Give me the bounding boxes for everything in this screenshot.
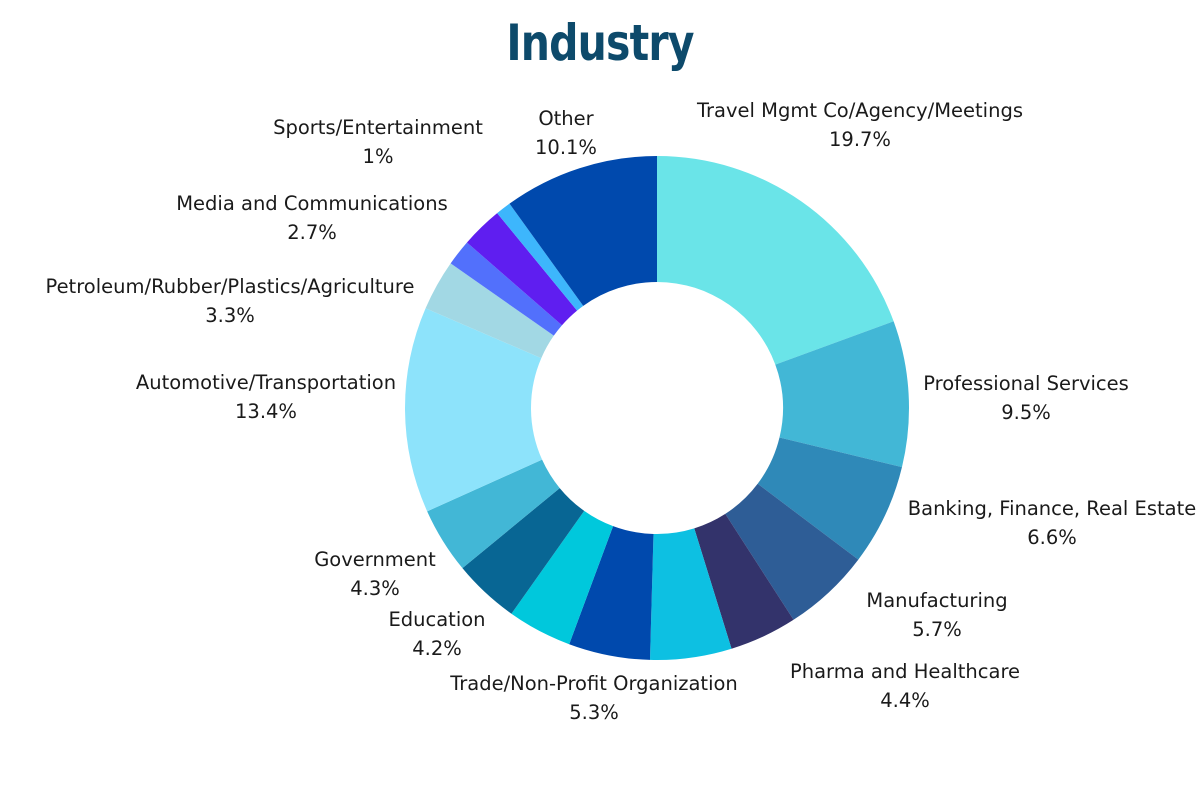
slice-petroleum-rubber-plastics-agriculture (425, 263, 554, 359)
slice-label: Pharma and Healthcare (790, 660, 1020, 683)
slice-label: Government (314, 548, 436, 571)
slice-label: Travel Mgmt Co/Agency/Meetings (696, 99, 1023, 122)
slice-unlabeled-9 (427, 459, 560, 569)
slice-label-group: Petroleum/Rubber/Plastics/Agriculture 3.3… (46, 275, 415, 327)
slice-label-group: Banking, Finance, Real Estate 6.6% (908, 497, 1196, 549)
slice-label: Manufacturing (866, 589, 1007, 612)
chart-title: Industry (506, 14, 694, 72)
slice-label: Automotive/Transportation (136, 371, 396, 394)
slice-label: Banking, Finance, Real Estate (908, 497, 1196, 520)
slice-unlabeled-6 (569, 526, 654, 660)
slice-label-group: Sports/Entertainment 1% (273, 116, 483, 168)
slice-other (509, 156, 657, 306)
slice-sports-entertainment (497, 203, 584, 311)
slice-percent-label: 19.7% (829, 128, 891, 151)
slice-government (462, 488, 585, 614)
slice-label: Sports/Entertainment (273, 116, 483, 139)
slice-label-group: Travel Mgmt Co/Agency/Meetings 19.7% (696, 99, 1023, 151)
slice-percent-label: 4.2% (412, 637, 462, 660)
slice-label: Other (538, 107, 594, 130)
slice-label: Petroleum/Rubber/Plastics/Agriculture (46, 275, 415, 298)
slice-professional-services (775, 321, 910, 468)
slice-percent-label: 1% (363, 145, 394, 168)
slice-banking-finance-real-estate (757, 437, 902, 560)
slice-label-group: Pharma and Healthcare 4.4% (790, 660, 1020, 712)
slice-label: Media and Communications (176, 192, 448, 215)
slice-label: Professional Services (923, 372, 1129, 395)
slice-label-group: Government 4.3% (314, 548, 436, 600)
slice-label-group: Trade/Non-Profit Organization 5.3% (449, 672, 738, 724)
slice-label-group: Professional Services 9.5% (923, 372, 1129, 424)
slice-label-group: Other 10.1% (535, 107, 597, 159)
slice-label-group: Manufacturing 5.7% (866, 589, 1007, 641)
slice-pharma-and-healthcare (694, 513, 794, 649)
slice-percent-label: 6.6% (1027, 526, 1077, 549)
slice-percent-label: 9.5% (1001, 401, 1051, 424)
slice-percent-label: 5.7% (912, 618, 962, 641)
slice-percent-label: 4.3% (350, 577, 400, 600)
slice-label-group: Media and Communications 2.7% (176, 192, 448, 244)
slice-percent-label: 10.1% (535, 136, 597, 159)
slice-unlabeled-12 (450, 242, 562, 336)
slice-percent-label: 13.4% (235, 400, 297, 423)
slice-label-group: Automotive/Transportation 13.4% (136, 371, 396, 423)
slice-media-and-communications (466, 213, 578, 326)
slice-manufacturing (725, 483, 859, 620)
slice-automotive-transportation (405, 308, 543, 512)
slice-label: Trade/Non-Profit Organization (449, 672, 738, 695)
slice-percent-label: 5.3% (569, 701, 619, 724)
slice-label-group: Education 4.2% (388, 608, 485, 660)
slice-education (511, 510, 614, 645)
slice-percent-label: 3.3% (205, 304, 255, 327)
slice-label: Education (388, 608, 485, 631)
slice-percent-label: 4.4% (880, 689, 930, 712)
slice-trade-non-profit-organization (649, 528, 732, 660)
slice-travel-mgmt-co-agency-meetings (657, 156, 894, 365)
slice-percent-label: 2.7% (287, 221, 337, 244)
